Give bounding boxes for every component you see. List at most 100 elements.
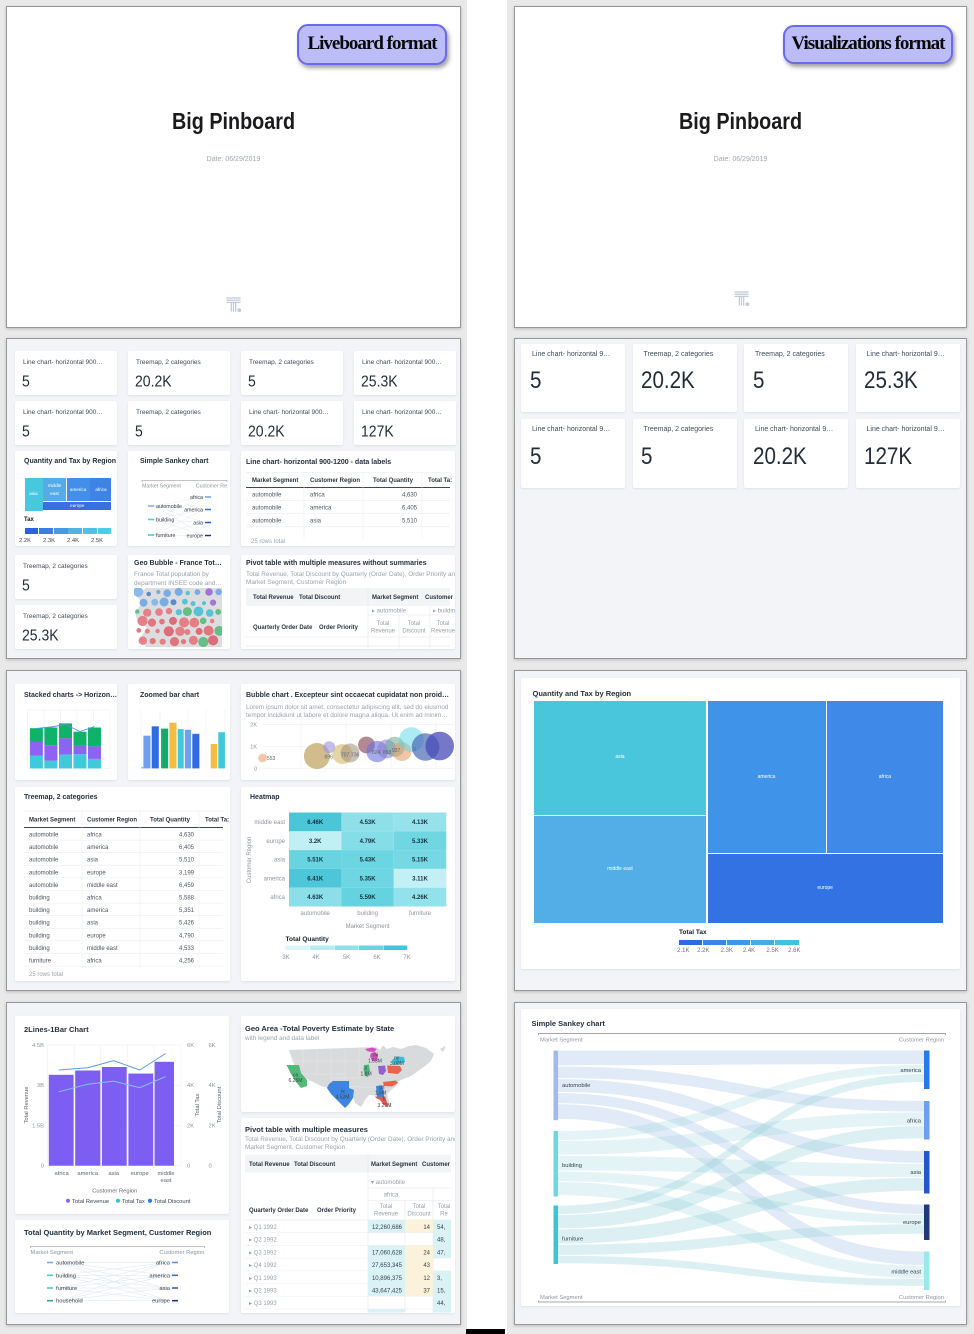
svg-text:europe: europe (131, 1171, 149, 1177)
svg-text:Total Discount: Total Discount (299, 595, 340, 601)
svg-text:Total: Total (413, 1204, 426, 1210)
svg-text:1.6M: 1.6M (375, 1091, 386, 1097)
svg-text:fl: fl (383, 1097, 386, 1103)
svg-text:▸ Q1 1992: ▸ Q1 1992 (249, 1225, 277, 1231)
svg-text:▸ Q2 1993: ▸ Q2 1993 (249, 1289, 277, 1295)
svg-text:automobile: automobile (301, 911, 331, 917)
svg-text:Re: Re (440, 1212, 448, 1218)
svg-text:asia: asia (910, 1170, 921, 1176)
svg-text:Market Segment: Market Segment (371, 1162, 417, 1168)
svg-text:4.13K: 4.13K (412, 820, 429, 826)
svg-text:5,426: 5,426 (179, 920, 195, 926)
svg-text:Total Revenue: Total Revenue (253, 595, 294, 601)
svg-text:Order Priority: Order Priority (319, 625, 359, 631)
svg-text:15,: 15, (437, 1289, 446, 1295)
svg-text:4,790: 4,790 (179, 933, 195, 939)
svg-text:africa: africa (906, 1118, 921, 1124)
svg-text:6.25M: 6.25M (289, 1078, 303, 1084)
svg-text:Total: Total (408, 621, 421, 627)
svg-text:2K: 2K (250, 723, 257, 729)
svg-text:africa: africa (87, 895, 102, 901)
svg-text:africa: africa (87, 958, 102, 964)
svg-text:Revenue: Revenue (431, 629, 455, 635)
svg-text:automobile: automobile (156, 504, 182, 510)
svg-text:automobile: automobile (29, 845, 59, 851)
svg-text:0: 0 (209, 1164, 212, 1170)
svg-text:Total Tax: Total Tax (195, 1094, 201, 1117)
svg-text:building: building (29, 920, 50, 926)
svg-text:696: 696 (325, 755, 334, 761)
svg-text:▸ Q2 1992: ▸ Q2 1992 (249, 1238, 277, 1244)
svg-text:Total Discount: Total Discount (154, 1199, 191, 1205)
svg-text:Total Quantity: Total Quantity (373, 478, 414, 484)
svg-text:africa: africa (55, 1171, 70, 1177)
svg-text:asia: asia (108, 1171, 119, 1177)
svg-text:europe: europe (902, 1220, 920, 1226)
svg-text:furniture: furniture (56, 1286, 77, 1292)
svg-text:54,: 54, (437, 1225, 446, 1231)
svg-text:9: 9 (437, 746, 440, 752)
svg-text:0: 0 (41, 1164, 44, 1170)
svg-text:25 rows total: 25 rows total (251, 539, 285, 545)
svg-text:6K: 6K (209, 1043, 216, 1049)
svg-text:Customer: Customer (422, 1162, 451, 1168)
svg-text:africa: africa (190, 495, 203, 501)
svg-text:household: household (56, 1299, 83, 1305)
svg-text:9: 9 (413, 747, 416, 753)
svg-text:america: america (184, 508, 203, 514)
svg-text:europe: europe (87, 933, 106, 939)
svg-text:africa: africa (156, 1261, 171, 1267)
svg-text:824: 824 (372, 750, 381, 756)
svg-text:3.08M: 3.08M (390, 1061, 404, 1067)
svg-text:12: 12 (423, 1276, 430, 1282)
svg-text:Customer Region: Customer Region (159, 1250, 204, 1256)
svg-text:553: 553 (267, 756, 276, 762)
svg-text:ca: ca (293, 1073, 299, 1079)
svg-text:858: 858 (383, 750, 392, 756)
svg-text:Customer Region: Customer Region (87, 817, 137, 823)
svg-text:Market Segment: Market Segment (540, 1295, 583, 1301)
svg-text:europe: europe (187, 534, 204, 540)
svg-text:Customer Region: Customer Region (247, 836, 253, 883)
svg-text:building: building (357, 911, 378, 917)
svg-text:Total Quantity: Total Quantity (286, 936, 330, 943)
svg-text:east: east (161, 1178, 172, 1184)
svg-text:3B: 3B (37, 1083, 44, 1089)
svg-text:europe: europe (152, 1299, 170, 1305)
svg-text:automobile: automobile (29, 882, 59, 888)
svg-text:1.5B: 1.5B (32, 1124, 44, 1130)
svg-text:asia: asia (193, 521, 203, 527)
svg-text:Quarterly Order Date: Quarterly Order Date (253, 625, 313, 631)
svg-text:europe: europe (87, 870, 106, 876)
svg-text:5K: 5K (343, 955, 350, 961)
svg-text:Market Segment: Market Segment (142, 484, 181, 490)
svg-text:Total Revenue: Total Revenue (24, 1086, 30, 1123)
svg-text:4,533: 4,533 (179, 945, 195, 951)
svg-text:africa: africa (384, 1193, 399, 1199)
svg-text:Customer Region: Customer Region (898, 1295, 943, 1301)
svg-text:asia: asia (310, 519, 322, 525)
svg-text:building: building (29, 933, 50, 939)
svg-text:europe: europe (266, 838, 285, 844)
svg-text:africa: africa (87, 832, 102, 838)
svg-text:6,405: 6,405 (402, 506, 418, 512)
svg-text:27,653,345: 27,653,345 (372, 1263, 403, 1269)
svg-text:5.15K: 5.15K (412, 857, 429, 863)
svg-text:4.63K: 4.63K (307, 895, 324, 901)
svg-text:7K: 7K (403, 955, 410, 961)
svg-text:asia: asia (87, 857, 99, 863)
svg-text:4.53K: 4.53K (360, 820, 377, 826)
svg-text:4K: 4K (209, 1083, 216, 1089)
svg-text:44,: 44, (437, 1301, 446, 1307)
svg-text:automobile: automobile (29, 857, 59, 863)
svg-text:▸ Q3 1992: ▸ Q3 1992 (249, 1250, 277, 1256)
svg-text:automobile: automobile (252, 493, 282, 499)
svg-text:america: america (149, 1273, 170, 1279)
svg-text:america: america (87, 908, 109, 914)
svg-text:Customer Region: Customer Region (898, 1037, 943, 1043)
svg-text:5,510: 5,510 (402, 519, 418, 525)
svg-text:middle: middle (157, 1171, 174, 1177)
svg-text:building: building (29, 895, 50, 901)
svg-text:43,647,425: 43,647,425 (372, 1289, 403, 1295)
svg-text:Total Quantity: Total Quantity (150, 817, 191, 823)
